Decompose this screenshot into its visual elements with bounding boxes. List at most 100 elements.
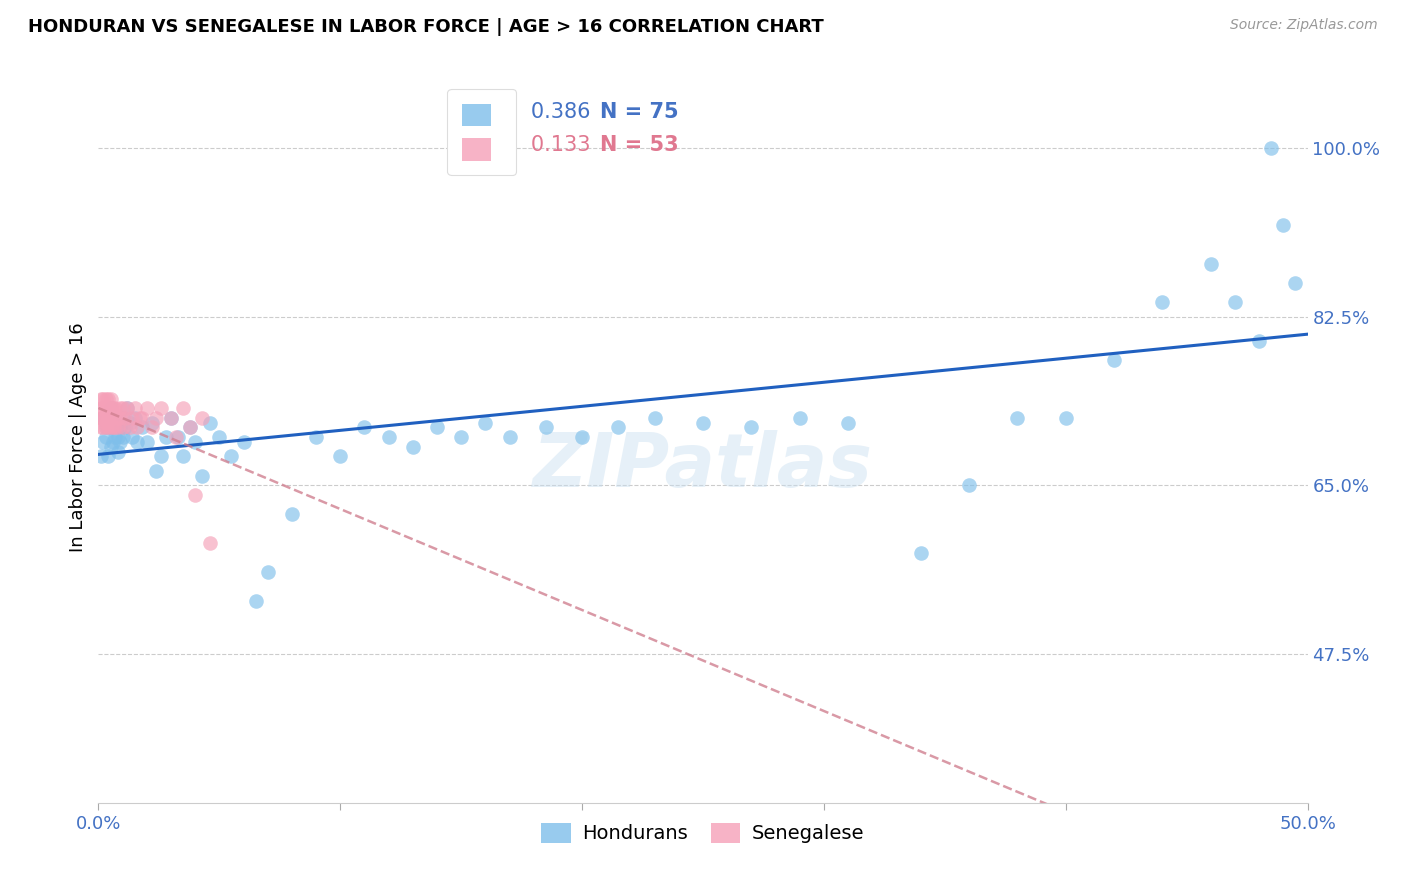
- Point: [1249, 334, 1271, 348]
- Point: [107, 430, 129, 444]
- Point: [90, 401, 112, 416]
- Point: [117, 401, 139, 416]
- Point: [145, 464, 167, 478]
- Point: [114, 420, 136, 434]
- Point: [100, 420, 122, 434]
- Point: [94, 401, 117, 416]
- Point: [91, 410, 114, 425]
- Point: [94, 420, 117, 434]
- Point: [94, 410, 117, 425]
- Point: [91, 434, 114, 449]
- Point: [184, 488, 207, 502]
- Point: [90, 420, 112, 434]
- Point: [121, 410, 143, 425]
- Point: [155, 430, 177, 444]
- Point: [305, 430, 328, 444]
- Point: [101, 434, 124, 449]
- Point: [1152, 295, 1174, 310]
- Point: [107, 416, 129, 430]
- Text: R =  0.386: R = 0.386: [479, 103, 591, 122]
- Point: [90, 450, 112, 464]
- Point: [837, 416, 859, 430]
- Point: [1102, 353, 1125, 368]
- Point: [94, 420, 117, 434]
- Point: [91, 410, 114, 425]
- Point: [135, 434, 157, 449]
- Point: [353, 420, 375, 434]
- Point: [111, 420, 134, 434]
- Point: [101, 416, 124, 430]
- Point: [94, 416, 117, 430]
- Point: [101, 406, 124, 420]
- Point: [100, 401, 122, 416]
- Point: [100, 401, 122, 416]
- Point: [124, 401, 146, 416]
- Point: [150, 450, 173, 464]
- Point: [135, 401, 157, 416]
- Point: [94, 392, 117, 406]
- Text: R =  0.133: R = 0.133: [479, 135, 591, 154]
- Point: [145, 410, 167, 425]
- Point: [100, 392, 122, 406]
- Point: [108, 410, 131, 425]
- Point: [127, 420, 149, 434]
- Point: [104, 410, 127, 425]
- Point: [118, 416, 141, 430]
- Point: [141, 416, 163, 430]
- Point: [789, 410, 811, 425]
- Point: [118, 420, 141, 434]
- Point: [104, 410, 127, 425]
- Point: [167, 430, 190, 444]
- Point: [1272, 219, 1295, 233]
- Point: [377, 430, 399, 444]
- Point: [179, 420, 201, 434]
- Point: [100, 410, 122, 425]
- Point: [172, 401, 194, 416]
- Point: [221, 450, 243, 464]
- Text: Source: ZipAtlas.com: Source: ZipAtlas.com: [1230, 18, 1378, 32]
- Point: [108, 434, 131, 449]
- Point: [191, 410, 214, 425]
- Text: ZIPatlas: ZIPatlas: [533, 430, 873, 503]
- Point: [957, 478, 980, 492]
- Point: [131, 420, 153, 434]
- Point: [172, 450, 194, 464]
- Point: [141, 420, 163, 434]
- Point: [128, 410, 150, 425]
- Point: [150, 401, 173, 416]
- Point: [121, 430, 143, 444]
- Point: [117, 401, 139, 416]
- Legend: Hondurans, Senegalese: Hondurans, Senegalese: [526, 807, 880, 859]
- Point: [104, 401, 127, 416]
- Point: [124, 410, 146, 425]
- Point: [534, 420, 557, 434]
- Point: [910, 545, 932, 559]
- Point: [165, 430, 187, 444]
- Point: [426, 420, 449, 434]
- Point: [97, 420, 120, 434]
- Point: [114, 410, 136, 425]
- Point: [740, 420, 762, 434]
- Point: [232, 434, 254, 449]
- Point: [100, 440, 122, 454]
- Point: [108, 401, 131, 416]
- Point: [108, 420, 131, 434]
- Point: [198, 536, 221, 550]
- Point: [1199, 257, 1222, 271]
- Point: [107, 410, 129, 425]
- Point: [111, 430, 134, 444]
- Point: [281, 507, 304, 521]
- Point: [90, 392, 112, 406]
- Point: [91, 420, 114, 434]
- Point: [111, 410, 134, 425]
- Point: [107, 420, 129, 434]
- Point: [1007, 410, 1029, 425]
- Text: HONDURAN VS SENEGALESE IN LABOR FORCE | AGE > 16 CORRELATION CHART: HONDURAN VS SENEGALESE IN LABOR FORCE | …: [28, 18, 824, 36]
- Point: [104, 430, 127, 444]
- Point: [571, 430, 593, 444]
- Point: [127, 434, 149, 449]
- Y-axis label: In Labor Force | Age > 16: In Labor Force | Age > 16: [69, 322, 87, 552]
- Point: [607, 420, 630, 434]
- Point: [692, 416, 714, 430]
- Point: [160, 410, 183, 425]
